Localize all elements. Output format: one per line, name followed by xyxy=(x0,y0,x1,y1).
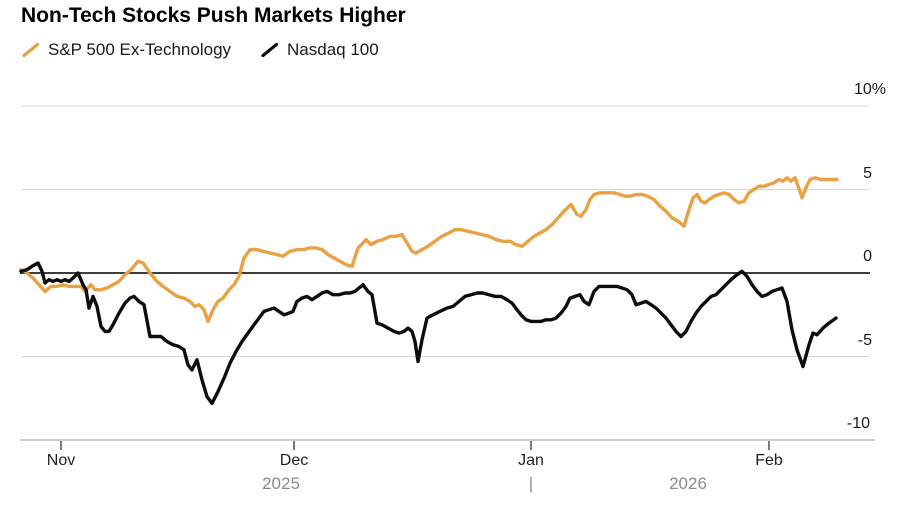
legend-item-sp500-ex-technology: S&P 500 Ex-Technology xyxy=(22,40,231,60)
black-slash-icon xyxy=(261,42,279,58)
legend-label-sp500-ex-technology: S&P 500 Ex-Technology xyxy=(48,40,232,59)
y-axis-label-5: 5 xyxy=(863,164,872,182)
y-axis-label-0: 0 xyxy=(863,248,872,265)
x-axis-label-feb: Feb xyxy=(755,452,783,469)
series-line-s-p-500-ex-technology xyxy=(19,176,839,324)
x-axis-year-separator: | xyxy=(528,474,534,493)
y-axis-label-10pct: 10% xyxy=(853,81,886,98)
x-axis-label-jan: Jan xyxy=(518,452,544,469)
x-axis-year-2025: 2025 xyxy=(262,474,300,493)
series-line-nasdaq-100 xyxy=(19,261,838,405)
legend-item-nasdaq-100: Nasdaq 100 xyxy=(261,40,379,60)
x-axis-year-2026: 2026 xyxy=(669,474,707,493)
chart-legend: S&P 500 Ex-Technology Nasdaq 100 xyxy=(22,38,409,62)
y-axis-label-minus10: -10 xyxy=(846,415,870,432)
x-axis-label-dec: Dec xyxy=(279,452,309,469)
page-title: Non-Tech Stocks Push Markets Higher xyxy=(21,4,406,27)
y-axis-label-minus5: -5 xyxy=(857,331,872,349)
orange-slash-icon xyxy=(22,42,40,58)
legend-label-nasdaq-100: Nasdaq 100 xyxy=(287,40,379,59)
x-axis-label-nov: Nov xyxy=(46,452,76,469)
